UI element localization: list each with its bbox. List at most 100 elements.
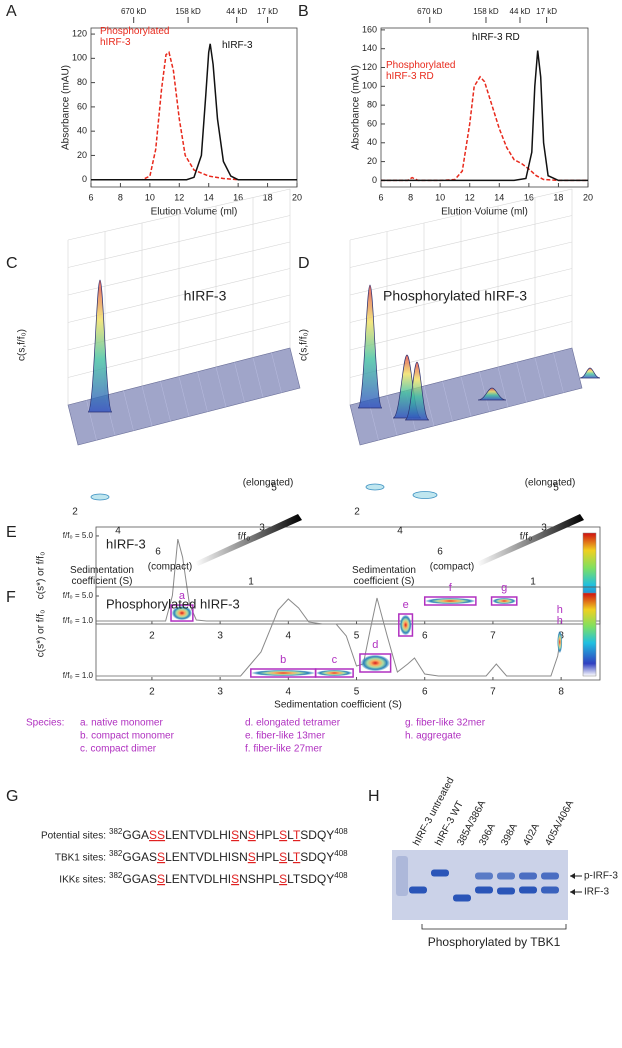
x-tick-label: 4 (286, 687, 292, 698)
surface-peak (404, 361, 430, 421)
residue-end: 408 (334, 871, 348, 880)
y-axis-label: Absorbance (mAU) (351, 65, 362, 150)
sequence-segment: LENTVDLHI (165, 872, 231, 886)
sequence: 382GGASSLENTVDLHISNSHPLSLTSDQY408 (109, 827, 348, 843)
x-tick-label: 4 (286, 631, 292, 642)
band-label: p-IRF-3 (584, 871, 618, 882)
size-marker-label: 17 kD (257, 7, 278, 16)
y-tick-label: 1 (248, 577, 254, 588)
gel-band (541, 872, 559, 880)
site-residue: S (248, 850, 256, 864)
gel-band (541, 886, 559, 894)
gel-band (497, 872, 515, 880)
x-axis-label: Sedimentation coefficient (S) (70, 565, 134, 587)
y-axis-label: c(s*) or f/f₀ (36, 610, 47, 658)
lane-label: 396A (477, 822, 498, 848)
sequence-segment: LENTVDLHISN (165, 850, 248, 864)
site-residue: S (231, 872, 239, 886)
gel-band (453, 894, 471, 902)
legend-title: Species: (26, 718, 64, 729)
y-tick-label: 20 (367, 156, 377, 166)
surface-peak (357, 284, 383, 409)
species-letter: d (372, 639, 378, 651)
x-tick-label: 2 (72, 507, 78, 518)
low-label: (compact) (148, 562, 192, 573)
species-letter: a (179, 590, 186, 602)
residue-end: 408 (334, 849, 348, 858)
surface-mesh (553, 352, 564, 393)
species-letter: h (557, 604, 563, 616)
x-tick-label: 18 (263, 192, 273, 202)
site-residue: S (157, 872, 165, 886)
y-tick-label: 60 (77, 101, 87, 111)
legend-item: h. aggregate (405, 731, 462, 742)
series-line (381, 75, 588, 182)
y-tick-label: 40 (77, 126, 87, 136)
species-letter: b (280, 654, 286, 666)
panel-label: H (368, 788, 380, 805)
y-tick-label: f/f₀ = 1.0 (63, 671, 94, 680)
site-residue: S (157, 828, 165, 842)
sequence: 382GGASSLENTVDLHISNSHPLSLTSDQY408 (109, 849, 348, 865)
site-residue: S (157, 850, 165, 864)
band-arrowhead (570, 873, 575, 879)
sequence-segment: N (239, 828, 248, 842)
surface-mesh (141, 385, 153, 427)
x-tick-label: 7 (490, 687, 496, 698)
site-residue: S (279, 872, 287, 886)
surface-mesh (234, 362, 245, 403)
residue-start: 382 (109, 827, 123, 836)
species-box (423, 596, 477, 606)
site-label: IKKε sites: (59, 875, 106, 886)
surface-mesh (423, 385, 435, 427)
gel-bracket (421, 924, 567, 930)
gel-band (497, 887, 515, 895)
projection-spot (90, 493, 110, 501)
surface-mesh (386, 395, 398, 436)
panel-label: B (298, 3, 309, 20)
y-tick-label: 120 (362, 62, 377, 72)
f-ratio-bar (477, 514, 584, 566)
x-tick-label: 6 (378, 192, 383, 202)
site-residue: S (279, 828, 287, 842)
x-tick-label: 6 (422, 631, 428, 642)
plot-frame (95, 526, 601, 625)
size-marker-label: 17 kD (536, 7, 557, 16)
plot-frame (90, 27, 298, 188)
y-tick-label: 80 (367, 100, 377, 110)
surface-mesh (215, 366, 227, 408)
x-axis-label: Sedimentation coefficient (S) (352, 565, 416, 587)
y-tick-label: 100 (362, 81, 377, 91)
lane-label: 405A/406A (543, 798, 576, 847)
z-axis-label: c(s,f/f₀) (299, 329, 310, 361)
panel-label: F (6, 589, 16, 606)
x-tick-label: 14 (204, 192, 214, 202)
lane-label: 402A (521, 822, 542, 848)
distribution-line (96, 538, 600, 622)
lane-label: 398A (499, 822, 520, 848)
panel-label: G (6, 788, 18, 805)
x-tick-label: 6 (422, 687, 428, 698)
x-tick-label: 8 (558, 687, 564, 698)
x-axis-label: Elution Volume (ml) (441, 207, 528, 218)
x-tick-label: 7 (490, 631, 496, 642)
site-residue: S (248, 828, 256, 842)
surface-mesh (252, 357, 264, 398)
legend-item: a. native monomer (80, 718, 163, 729)
y-tick-label: 60 (367, 118, 377, 128)
z-axis-label: c(s,f/f₀) (17, 329, 28, 361)
x-tick-label: 3 (217, 687, 223, 698)
gel-band (519, 886, 537, 894)
sequence-segment: GGAS (122, 850, 157, 864)
legend-item: c. compact dimer (80, 744, 157, 755)
chart-title: Phosphorylated hIRF-3 (106, 596, 240, 611)
x-tick-label: 2 (149, 631, 155, 642)
panel-label: E (6, 524, 17, 541)
site-residue: S (149, 828, 157, 842)
gel-band (475, 886, 493, 894)
surface-mesh (497, 366, 509, 408)
surface-mesh (197, 371, 208, 412)
sequence: 382GGASSLENTVDLHISNSHPLSLTSDQY408 (109, 871, 348, 887)
sequence-segment: LENTVDLHI (165, 828, 231, 842)
